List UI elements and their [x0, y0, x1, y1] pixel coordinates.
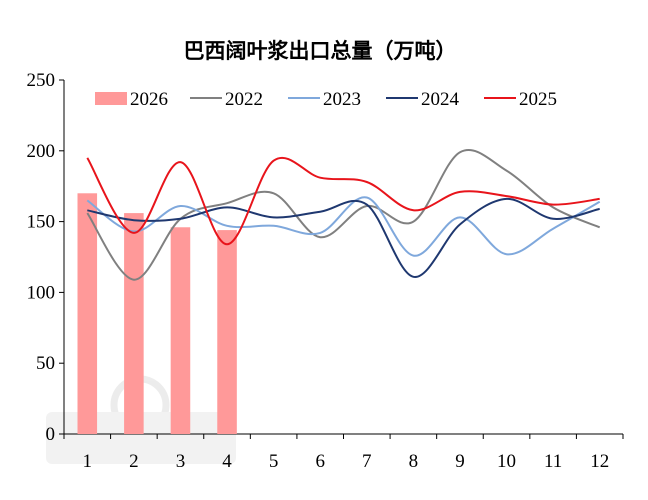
legend-label: 2023 — [323, 89, 361, 110]
x-tick-label: 7 — [362, 451, 372, 472]
legend-label: 2022 — [225, 89, 263, 110]
y-tick-label: 50 — [36, 353, 55, 374]
bar-series — [77, 193, 237, 434]
series-line-2024 — [87, 197, 600, 278]
x-tick-label: 1 — [83, 451, 93, 472]
line-series — [86, 149, 601, 281]
bar — [217, 230, 237, 434]
bar — [170, 227, 191, 434]
x-tick-label: 8 — [409, 451, 419, 472]
bar — [124, 213, 144, 434]
legend-label: 2026 — [130, 89, 168, 110]
x-tick-label: 11 — [544, 451, 562, 472]
y-tick-label: 250 — [27, 70, 56, 91]
x-tick-label: 6 — [315, 451, 325, 472]
bar — [77, 193, 98, 434]
chart-title: 巴西阔叶浆出口总量（万吨） — [184, 39, 457, 63]
legend: 2026 2022 2023 2024 2025 — [95, 89, 557, 110]
series-line-2025 — [86, 156, 600, 246]
x-tick-label: 4 — [222, 451, 232, 472]
series-line-2023 — [86, 196, 601, 257]
x-tick-label: 12 — [590, 451, 609, 472]
x-tick-label: 10 — [497, 451, 516, 472]
x-tick-label: 2 — [129, 451, 139, 472]
x-tick-label: 5 — [269, 451, 279, 472]
x-tick-label: 3 — [176, 451, 186, 472]
y-tick-label: 0 — [46, 424, 56, 445]
y-tick-label: 200 — [27, 141, 56, 162]
legend-swatch — [95, 92, 127, 105]
legend-label: 2024 — [421, 89, 460, 110]
legend-label: 2025 — [519, 89, 557, 110]
series-line-2022 — [86, 149, 601, 281]
x-tick-label: 9 — [455, 451, 465, 472]
y-tick-label: 150 — [27, 212, 56, 233]
y-tick-label: 100 — [27, 282, 56, 303]
